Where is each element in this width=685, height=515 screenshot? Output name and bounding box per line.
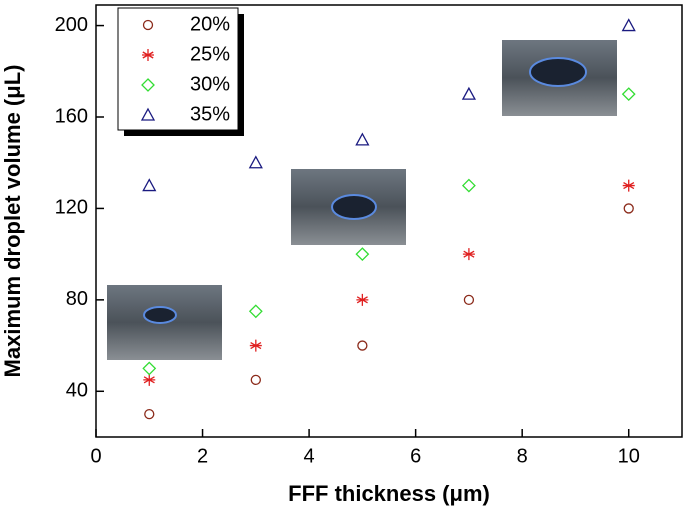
point bbox=[356, 293, 369, 306]
legend-marker bbox=[141, 78, 155, 92]
x-axis-label: FFF thickness (μm) bbox=[288, 481, 490, 506]
point bbox=[461, 178, 476, 193]
point bbox=[357, 340, 368, 351]
legend-label: 25% bbox=[190, 43, 230, 65]
point bbox=[248, 304, 263, 319]
legend-label: 30% bbox=[190, 73, 230, 95]
droplet bbox=[143, 306, 177, 324]
point bbox=[250, 374, 261, 386]
point bbox=[249, 339, 262, 352]
legend-label: 20% bbox=[190, 13, 230, 35]
inset-photos bbox=[107, 40, 617, 360]
point bbox=[142, 361, 157, 376]
droplet bbox=[529, 57, 587, 87]
x-tick-label: 6 bbox=[410, 445, 421, 467]
legend-marker bbox=[142, 19, 154, 31]
y-tick-label: 80 bbox=[66, 288, 88, 310]
y-tick-label: 160 bbox=[55, 105, 88, 127]
point bbox=[461, 86, 477, 100]
point bbox=[462, 248, 475, 261]
plot-frame bbox=[95, 4, 683, 438]
x-tick-label: 8 bbox=[517, 445, 528, 467]
point bbox=[621, 87, 636, 102]
y-tick-label: 200 bbox=[55, 14, 88, 36]
point bbox=[144, 408, 155, 420]
legend bbox=[117, 7, 239, 131]
x-tick-label: 10 bbox=[618, 445, 640, 467]
y-tick-label: 120 bbox=[55, 197, 88, 219]
point bbox=[463, 294, 475, 306]
legend-marker bbox=[140, 107, 156, 121]
droplet bbox=[331, 194, 377, 220]
point bbox=[142, 178, 157, 192]
x-tick-label: 0 bbox=[90, 445, 101, 467]
y-axis-label: Maximum droplet volume (μL) bbox=[0, 65, 25, 378]
point bbox=[355, 247, 370, 262]
legend-marker bbox=[142, 49, 154, 61]
y-tick-label: 40 bbox=[66, 380, 88, 402]
x-tick-label: 2 bbox=[197, 445, 208, 467]
point bbox=[621, 18, 636, 32]
legend-label: 35% bbox=[190, 103, 230, 125]
point bbox=[623, 203, 634, 214]
x-tick-label: 4 bbox=[304, 445, 315, 467]
point bbox=[355, 132, 370, 146]
point bbox=[248, 155, 263, 169]
point bbox=[622, 179, 635, 192]
point bbox=[143, 373, 156, 386]
